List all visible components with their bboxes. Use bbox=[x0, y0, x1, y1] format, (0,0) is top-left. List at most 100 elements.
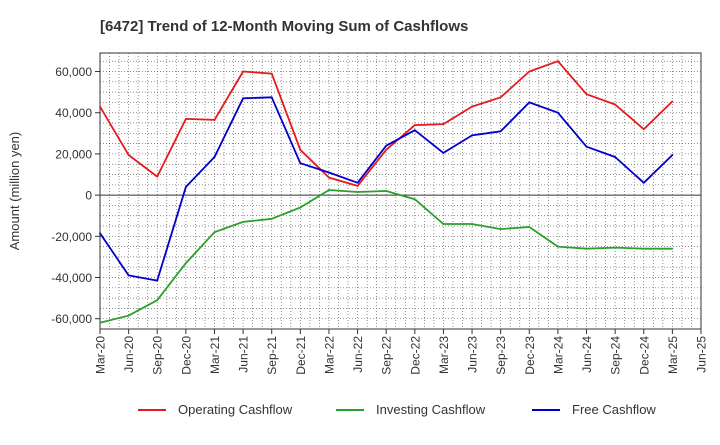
free-cashflow-legend-label: Free Cashflow bbox=[572, 402, 656, 417]
x-tick-label: Mar-20 bbox=[94, 336, 108, 374]
y-axis-label: Amount (million yen) bbox=[7, 132, 22, 251]
operating-cashflow-point bbox=[499, 96, 502, 99]
x-tick-label: Sep-23 bbox=[494, 336, 508, 375]
x-tick-label: Mar-21 bbox=[208, 336, 222, 374]
x-tick-label: Dec-20 bbox=[179, 336, 193, 375]
operating-cashflow-point bbox=[299, 148, 302, 151]
legend: Operating Cashflow Investing Cashflow Free… bbox=[138, 402, 656, 417]
x-tick-label: Dec-23 bbox=[523, 336, 537, 375]
operating-cashflow-point bbox=[127, 154, 130, 156]
operating-cashflow-point bbox=[242, 70, 244, 73]
operating-cashflow-point bbox=[557, 60, 559, 63]
operating-cashflow-point bbox=[270, 72, 273, 75]
operating-cashflow-legend-label: Operating Cashflow bbox=[178, 402, 293, 417]
investing-cashflow-point bbox=[242, 220, 244, 223]
grid-lines bbox=[100, 53, 701, 330]
operating-cashflow-point bbox=[671, 100, 674, 103]
x-tick-label: Sep-24 bbox=[609, 336, 623, 375]
operating-cashflow-point bbox=[213, 119, 216, 121]
free-cashflow-point bbox=[270, 96, 273, 99]
free-cashflow-point bbox=[671, 154, 674, 156]
free-cashflow-point bbox=[557, 111, 559, 114]
investing-cashflow-point bbox=[614, 246, 617, 249]
investing-cashflow-point bbox=[642, 247, 645, 250]
free-cashflow-point bbox=[499, 130, 502, 133]
operating-cashflow-point bbox=[471, 105, 473, 108]
investing-cashflow-point bbox=[184, 262, 187, 264]
y-tick-label: -40,000 bbox=[51, 271, 92, 285]
investing-cashflow-point bbox=[270, 217, 273, 220]
investing-cashflow-point bbox=[528, 226, 531, 228]
free-cashflow-point bbox=[299, 162, 302, 165]
operating-cashflow-point bbox=[614, 103, 617, 106]
x-tick-label: Mar-22 bbox=[322, 336, 336, 374]
investing-cashflow-point bbox=[671, 247, 674, 250]
operating-cashflow-point bbox=[413, 124, 416, 126]
operating-cashflow-point bbox=[328, 176, 330, 179]
x-tick-label: Mar-23 bbox=[437, 336, 451, 374]
y-tick-label: 40,000 bbox=[55, 106, 92, 120]
operating-cashflow-point bbox=[156, 175, 159, 178]
x-tick-label: Dec-21 bbox=[294, 336, 308, 375]
x-tick-label: Jun-20 bbox=[122, 336, 136, 373]
free-cashflow-point bbox=[328, 171, 330, 174]
investing-cashflow-point bbox=[328, 189, 330, 191]
free-cashflow-point bbox=[356, 181, 359, 184]
free-cashflow-point bbox=[614, 156, 617, 158]
x-tick-label: Jun-23 bbox=[466, 336, 480, 373]
investing-cashflow-point bbox=[127, 314, 130, 317]
investing-cashflow-point bbox=[213, 231, 216, 234]
investing-cashflow-legend-label: Investing Cashflow bbox=[376, 402, 486, 417]
x-tick-label: Jun-22 bbox=[351, 336, 365, 373]
operating-cashflow-point bbox=[528, 70, 531, 73]
investing-cashflow-point bbox=[471, 223, 473, 225]
investing-cashflow-point bbox=[299, 206, 302, 209]
operating-cashflow-point bbox=[642, 128, 645, 131]
x-tick-label: Dec-22 bbox=[408, 336, 422, 375]
free-cashflow-point bbox=[385, 144, 388, 147]
x-tick-label: Jun-21 bbox=[237, 336, 251, 373]
free-cashflow-point bbox=[242, 97, 244, 100]
y-tick-label: -60,000 bbox=[51, 312, 92, 326]
operating-cashflow-point bbox=[99, 105, 101, 108]
free-cashflow-point bbox=[413, 129, 416, 132]
free-cashflow-point bbox=[471, 134, 473, 137]
series-lines bbox=[99, 60, 674, 324]
x-tick-label: Dec-24 bbox=[637, 336, 651, 375]
free-cashflow-point bbox=[585, 145, 588, 148]
free-cashflow-point bbox=[156, 279, 159, 282]
investing-cashflow-point bbox=[385, 190, 388, 192]
operating-cashflow-point bbox=[585, 93, 588, 96]
investing-cashflow-point bbox=[99, 321, 101, 324]
x-tick-label: Sep-21 bbox=[265, 336, 279, 375]
operating-cashflow-point bbox=[385, 148, 388, 151]
investing-cashflow-point bbox=[156, 299, 159, 302]
free-cashflow-point bbox=[184, 185, 187, 188]
investing-cashflow-point bbox=[413, 198, 416, 201]
free-cashflow-point bbox=[442, 151, 445, 154]
x-tick-label: Jun-24 bbox=[580, 336, 594, 373]
y-tick-label: 0 bbox=[85, 189, 92, 203]
x-tick-label: Jun-25 bbox=[695, 336, 709, 373]
investing-cashflow-point bbox=[499, 228, 502, 231]
free-cashflow-point bbox=[99, 232, 101, 235]
x-tick-label: Sep-20 bbox=[151, 336, 165, 375]
free-cashflow-point bbox=[642, 181, 645, 184]
x-tick-label: Mar-24 bbox=[551, 336, 565, 374]
y-tick-label: -20,000 bbox=[51, 230, 92, 244]
operating-cashflow-point bbox=[442, 123, 445, 125]
investing-cashflow-point bbox=[557, 245, 559, 248]
investing-cashflow-point bbox=[585, 247, 588, 250]
chart-title: [6472] Trend of 12-Month Moving Sum of C… bbox=[100, 18, 468, 35]
axes: -60,000 -40,000 -20,000 0 20,000 40,000 60,000… bbox=[51, 52, 709, 375]
x-tick-label: Sep-22 bbox=[380, 336, 394, 375]
operating-cashflow-point bbox=[356, 184, 359, 187]
y-tick-label: 20,000 bbox=[55, 147, 92, 161]
free-cashflow-point bbox=[213, 156, 216, 158]
investing-cashflow-point bbox=[356, 191, 359, 193]
operating-cashflow-point bbox=[184, 118, 187, 120]
investing-cashflow-point bbox=[442, 223, 445, 225]
x-tick-label: Mar-25 bbox=[666, 336, 680, 374]
